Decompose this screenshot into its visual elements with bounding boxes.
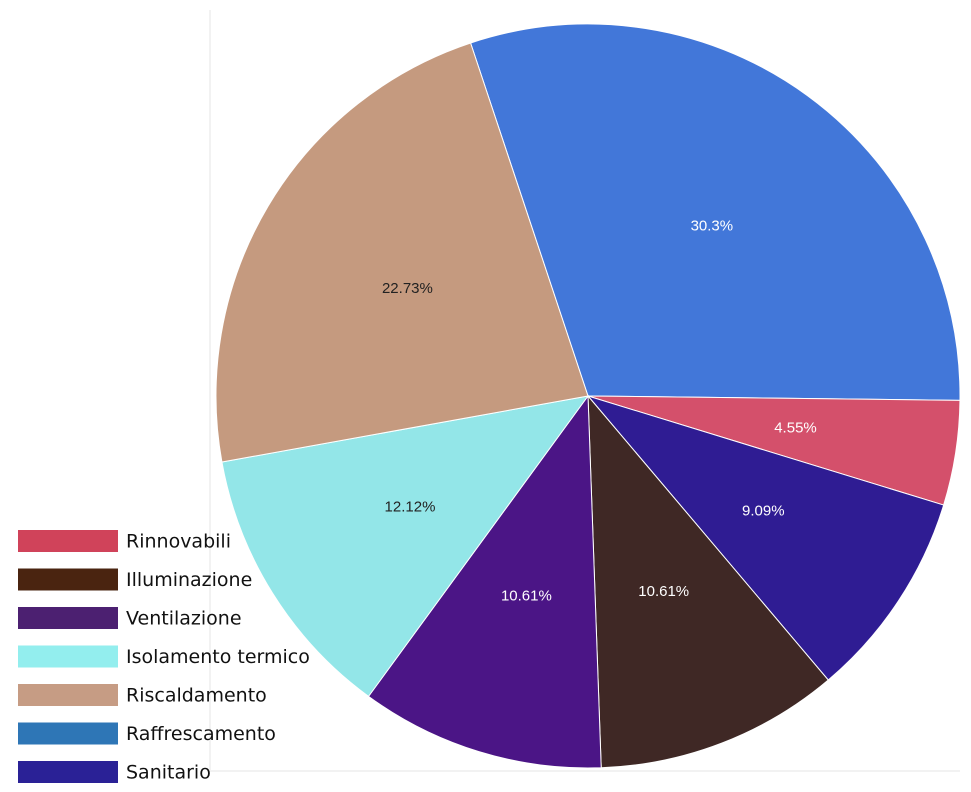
- data-label-raffrescamento: 30.3%: [691, 217, 734, 234]
- legend-swatch-sanitario: [18, 761, 118, 783]
- data-label-ventilazione: 10.61%: [501, 588, 552, 605]
- legend-label-sanitario: Sanitario: [126, 762, 211, 784]
- legend-swatch-riscaldamento: [18, 684, 118, 706]
- legend-label-riscaldamento: Riscaldamento: [126, 685, 267, 707]
- legend-label-illuminazione: Illuminazione: [126, 569, 252, 591]
- pie-slice-illuminazione: [587, 394, 829, 769]
- pie-slice-sanitario: [586, 395, 945, 681]
- pie-slice-ventilazione: [367, 394, 602, 769]
- legend-label-raffrescamento: Raffrescamento: [126, 723, 276, 745]
- data-label-riscaldamento: 22.73%: [382, 280, 433, 297]
- pie-slice-labels: 30.3% 4.55% 9.09% 10.61% 10.61% 12.12% 22.73%: [382, 217, 817, 604]
- legend: Rinnovabili Illuminazione Ventilazione Isol…: [18, 530, 310, 784]
- legend-swatch-illuminazione: [18, 568, 118, 591]
- legend-swatch-isolamento-termico: [18, 645, 118, 668]
- legend-swatch-ventilazione: [18, 607, 118, 629]
- legend-label-rinnovabili: Rinnovabili: [126, 531, 231, 553]
- legend-swatch-raffrescamento: [18, 722, 118, 745]
- data-label-sanitario: 9.09%: [742, 503, 785, 520]
- data-label-isolamento-termico: 12.12%: [385, 498, 436, 515]
- pie-slice-isolamento-termico: [221, 395, 590, 698]
- legend-swatch-rinnovabili: [18, 530, 118, 552]
- pie-slice-riscaldamento: [215, 42, 589, 463]
- legend-label-isolamento-termico: Isolamento termico: [126, 646, 310, 668]
- data-label-rinnovabili: 4.55%: [774, 419, 817, 436]
- pie-slice-raffrescamento: [469, 23, 961, 401]
- legend-label-ventilazione: Ventilazione: [126, 608, 242, 630]
- data-label-illuminazione: 10.61%: [638, 583, 689, 600]
- pie-slices: [215, 23, 961, 769]
